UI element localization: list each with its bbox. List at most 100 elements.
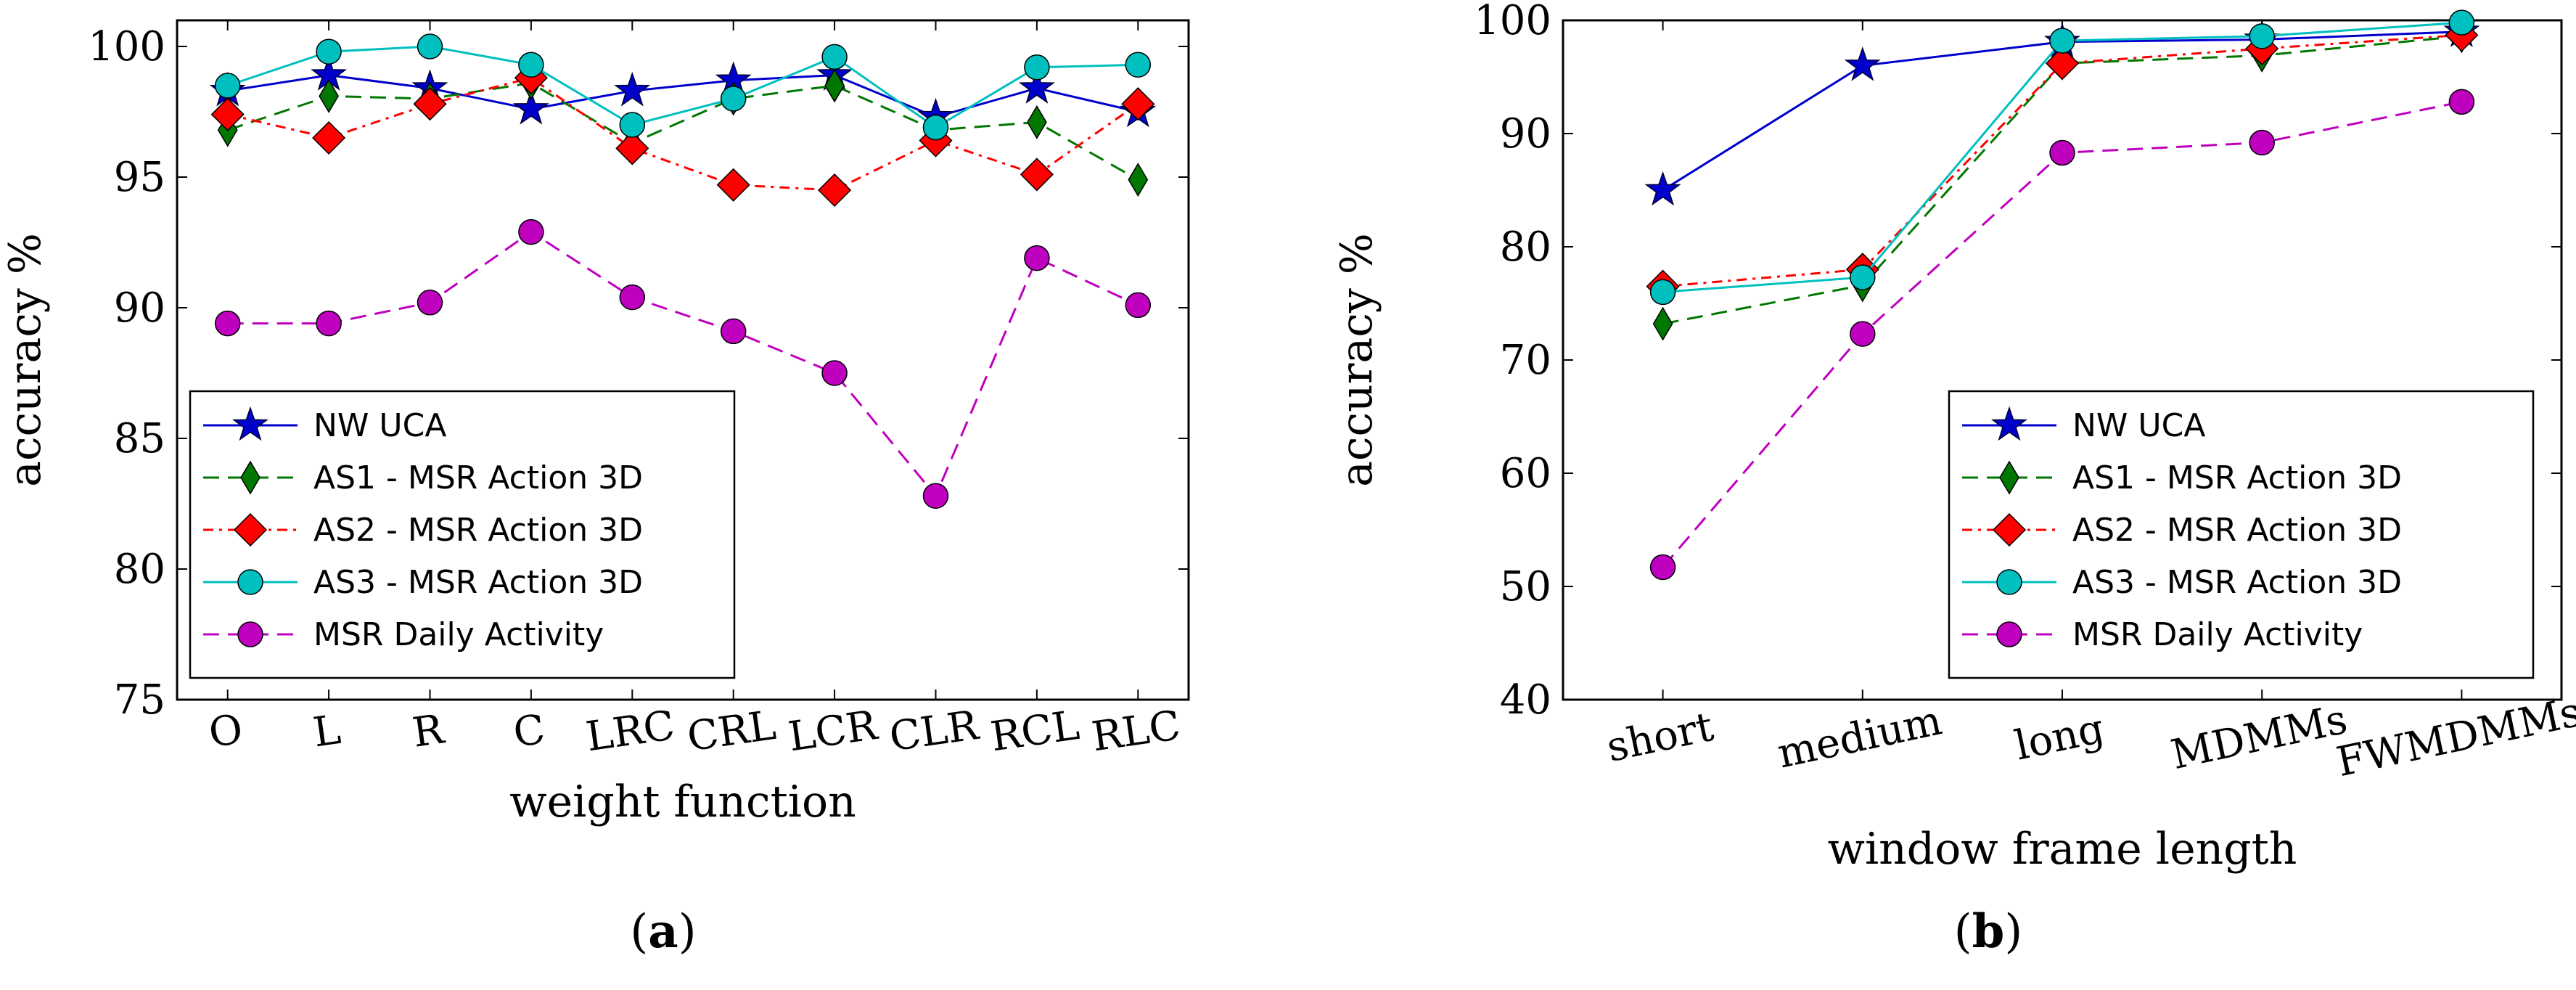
data-point (1125, 52, 1152, 78)
caption-close: ) (678, 905, 697, 959)
x-tick-label: long (2011, 705, 2108, 769)
data-point (720, 86, 747, 112)
x-tick-label: short (1603, 703, 1718, 772)
data-point (1649, 279, 1676, 306)
data-point (716, 168, 750, 202)
data-point (319, 78, 339, 113)
data-point (312, 120, 346, 155)
plot-frame (176, 19, 1190, 701)
data-point (821, 44, 848, 70)
data-point (413, 87, 447, 121)
data-point (720, 318, 747, 345)
series-3 (214, 33, 1152, 141)
data-point (821, 360, 848, 386)
y-tick-label: 80 (1500, 224, 1551, 271)
data-point (512, 90, 549, 125)
legend-marker (1996, 621, 2022, 647)
y-tick-label: 70 (1500, 337, 1551, 384)
data-point (1850, 321, 1876, 347)
y-tick-label: 50 (1500, 563, 1551, 610)
data-point (518, 218, 544, 245)
data-point (922, 483, 949, 509)
data-point (1844, 46, 1881, 81)
legend-label: AS2 - MSR Action 3D (2072, 512, 2402, 549)
legend-marker (237, 621, 263, 647)
y-axis-title: accuracy % (0, 233, 51, 487)
caption-close: ) (2004, 905, 2022, 959)
series-2 (210, 61, 1155, 208)
series-4 (214, 218, 1152, 509)
legend-label: AS3 - MSR Action 3D (2072, 564, 2402, 601)
caption-open: ( (1954, 905, 1972, 959)
y-axis-title: accuracy % (1332, 233, 1382, 487)
series-line (227, 76, 1139, 192)
data-point (518, 52, 544, 78)
series-3 (1649, 9, 2475, 306)
data-point (316, 310, 342, 337)
data-point (214, 310, 241, 337)
data-point (2249, 23, 2275, 49)
y-tick-label: 90 (114, 285, 165, 332)
data-point (1644, 171, 1681, 206)
data-point (214, 73, 241, 99)
legend-label: AS3 - MSR Action 3D (313, 564, 643, 601)
panel-caption: (b) (1954, 904, 2023, 959)
legend-marker (1996, 569, 2022, 595)
series-line (227, 230, 1139, 499)
data-point (2049, 28, 2075, 54)
data-point (619, 284, 646, 311)
x-axis-title: window frame length (1828, 824, 2297, 875)
y-tick-label: 85 (114, 415, 165, 462)
series-4 (1649, 89, 2475, 581)
data-point (2448, 89, 2475, 115)
y-tick-label: 100 (88, 23, 165, 70)
x-tick-label: LRC (583, 702, 678, 761)
x-tick-label: O (206, 705, 246, 757)
data-point (417, 33, 443, 60)
data-point (1125, 292, 1152, 319)
legend-marker (240, 460, 261, 495)
legend-label: AS1 - MSR Action 3D (2072, 459, 2402, 496)
y-tick-label: 80 (114, 546, 165, 593)
x-tick-label: MDMMs (2167, 696, 2351, 780)
legend-box (189, 390, 736, 679)
series-line (227, 74, 1139, 118)
x-tick-label: RLC (1089, 702, 1184, 761)
data-point (614, 71, 651, 107)
legend-label: NW UCA (2072, 407, 2205, 444)
legend: NW UCA AS1 - MSR Action 3D AS2 - MSR Actio… (1948, 390, 2535, 679)
legend-box (1948, 390, 2535, 679)
legend-marker (1999, 460, 2019, 495)
data-point (1128, 163, 1149, 197)
series-line (227, 45, 1139, 129)
caption-letter: b (1972, 904, 2005, 959)
data-point (2049, 139, 2075, 166)
data-point (2249, 129, 2275, 156)
data-point (1020, 158, 1054, 192)
x-axis-title: weight function (509, 777, 856, 827)
data-point (1850, 264, 1876, 290)
legend-label: AS1 - MSR Action 3D (313, 459, 643, 496)
data-point (615, 131, 649, 165)
legend-label: NW UCA (313, 407, 446, 444)
x-tick-label: R (410, 705, 448, 756)
series-line (227, 81, 1139, 181)
y-tick-label: 95 (114, 154, 165, 201)
y-tick-label: 75 (114, 676, 165, 724)
legend-marker (231, 406, 269, 441)
x-tick-label: FWMDMMs (2332, 689, 2576, 787)
data-point (922, 114, 949, 141)
x-tick-label: L (311, 706, 344, 757)
legend-label: MSR Daily Activity (313, 616, 604, 653)
legend-label: MSR Daily Activity (2072, 616, 2363, 653)
legend: NW UCA AS1 - MSR Action 3D AS2 - MSR Actio… (189, 390, 736, 679)
x-tick-label: C (511, 706, 548, 757)
legend-marker (1990, 406, 2028, 441)
data-point (2045, 46, 2080, 81)
x-tick-label: CLR (887, 702, 983, 761)
legend-marker (237, 569, 263, 595)
legend-label: AS2 - MSR Action 3D (313, 512, 643, 549)
data-point (1018, 69, 1055, 104)
